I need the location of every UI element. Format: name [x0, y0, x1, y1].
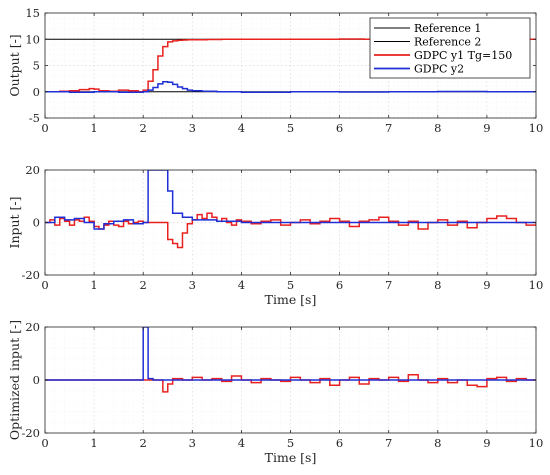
output-panel-y-tick-label: -5 — [29, 111, 40, 125]
optimized-input-panel-y-tick-label: -20 — [21, 426, 40, 440]
optimized-input-panel-x-tick-label: 7 — [385, 436, 392, 450]
optimized-input-panel-x-tick-label: 5 — [287, 436, 294, 450]
output-panel-x-tick-label: 10 — [529, 121, 544, 135]
input-panel-x-tick-label: 1 — [90, 278, 97, 292]
output-panel-x-tick-label: 5 — [287, 121, 294, 135]
input-panel-x-tick-label: 2 — [140, 278, 147, 292]
input-panel-x-tick-label: 5 — [287, 278, 294, 292]
optimized-input-panel-x-tick-label: 3 — [189, 436, 196, 450]
optimized-input-panel-x-tick-label: 8 — [434, 436, 441, 450]
optimized-input-panel-y-tick-label: 20 — [25, 320, 40, 334]
input-panel-y-tick-label: -20 — [21, 268, 40, 282]
output-panel-x-tick-label: 2 — [140, 121, 147, 135]
input-panel-x-tick-label: 9 — [483, 278, 490, 292]
input-panel-x-tick-label: 4 — [238, 278, 245, 292]
optimized-input-panel-x-tick-label: 2 — [140, 436, 147, 450]
output-panel-y-tick-label: 5 — [33, 59, 40, 73]
legend-entry-reference-2: Reference 2 — [414, 36, 481, 49]
input-panel-x-tick-label: 10 — [529, 278, 544, 292]
input-panel-x-tick-label: 0 — [41, 278, 48, 292]
optimized-input-panel-x-tick-label: 6 — [336, 436, 343, 450]
legend-entry-reference-1: Reference 1 — [414, 22, 481, 35]
input-panel-y-tick-label: 0 — [33, 216, 40, 230]
legend-entry-gdpc-y1-tg-150: GDPC y1 Tg=150 — [414, 49, 512, 62]
output-panel-x-tick-label: 1 — [90, 121, 97, 135]
output-panel-x-tick-label: 4 — [238, 121, 245, 135]
input-panel-y-tick-label: 20 — [25, 163, 40, 177]
input-panel-x-axis-label: Time [s] — [265, 292, 317, 307]
input-panel-x-tick-label: 8 — [434, 278, 441, 292]
input-panel-x-tick-label: 6 — [336, 278, 343, 292]
optimized-input-panel-x-tick-label: 0 — [41, 436, 48, 450]
output-panel-y-axis-label: Output [-] — [7, 34, 22, 96]
input-panel-series-group — [45, 170, 536, 249]
optimized-input-panel-x-tick-label: 1 — [90, 436, 97, 450]
output-panel-x-tick-label: 0 — [41, 121, 48, 135]
optimized-input-panel-y-tick-label: 0 — [33, 373, 40, 387]
output-panel-series-group — [45, 38, 536, 94]
input-panel-x-tick-label: 3 — [189, 278, 196, 292]
output-panel-x-tick-label: 3 — [189, 121, 196, 135]
input-panel-blue-series-line — [45, 170, 536, 230]
optimized-input-panel-blue-series-line — [45, 327, 536, 381]
output-panel-x-tick-label: 8 — [434, 121, 441, 135]
output-panel-x-tick-label: 6 — [336, 121, 343, 135]
output-panel-y-tick-label: 10 — [25, 32, 40, 46]
output-panel-y-tick-label: 0 — [33, 85, 40, 99]
input-panel-x-tick-label: 7 — [385, 278, 392, 292]
input-panel-y-axis-label: Input [-] — [7, 196, 22, 248]
optimized-input-panel-series-group — [45, 327, 536, 393]
legend-entry-gdpc-y2: GDPC y2 — [414, 63, 464, 76]
optimized-input-panel-y-axis-label: Optimized input [-] — [7, 320, 22, 440]
optimized-input-panel-x-tick-label: 10 — [529, 436, 544, 450]
output-panel-gdpc-y1-tg-150-line — [45, 38, 536, 93]
output-panel-x-tick-label: 7 — [385, 121, 392, 135]
optimized-input-panel-x-axis-label: Time [s] — [265, 450, 317, 465]
output-panel-y-tick-label: 15 — [25, 6, 40, 20]
optimized-input-panel-x-tick-label: 4 — [238, 436, 245, 450]
output-panel-x-tick-label: 9 — [483, 121, 490, 135]
optimized-input-panel-x-tick-label: 9 — [483, 436, 490, 450]
output-panel-gdpc-y2-line — [45, 81, 536, 94]
